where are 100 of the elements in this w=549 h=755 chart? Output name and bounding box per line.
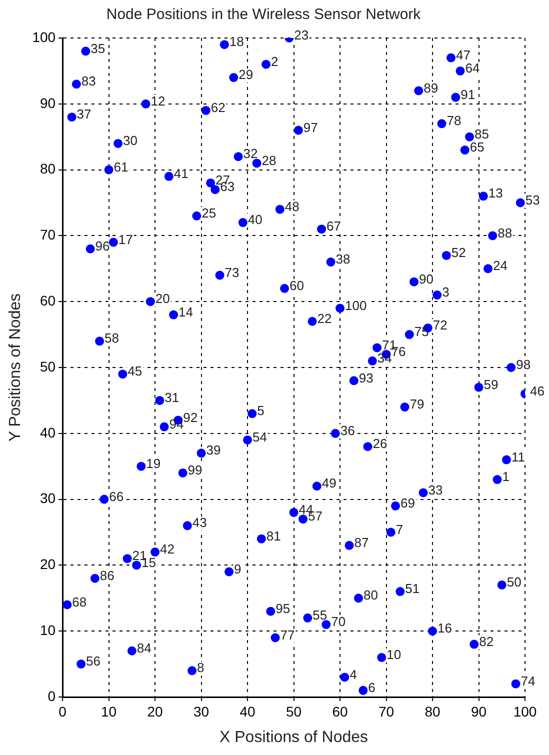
annotation: 75: [414, 324, 429, 340]
x-tick-label: 30: [194, 703, 210, 720]
annotation: 90: [419, 271, 434, 286]
x-tick-label: 80: [424, 703, 441, 720]
annotation: 91: [460, 86, 476, 102]
x-tick-label: 70: [378, 703, 394, 720]
annotation: 59: [484, 376, 498, 392]
y-tick-label: 50: [40, 358, 56, 374]
annotation: 100: [345, 298, 367, 313]
annotation: 20: [155, 291, 170, 306]
annotation: 92: [183, 410, 198, 425]
annotation: 89: [424, 80, 438, 96]
annotation: 72: [432, 318, 448, 333]
annotation: 84: [136, 640, 152, 656]
annotation: 55: [312, 608, 328, 622]
annotation: 61: [114, 159, 128, 174]
annotation: 48: [284, 198, 300, 214]
y-tick-label: 30: [40, 490, 56, 506]
annotation: 83: [81, 74, 96, 89]
annotation: 66: [109, 488, 124, 504]
annotation: 39: [206, 442, 221, 458]
x-tick-label: 40: [240, 703, 256, 720]
annotation: 7: [396, 522, 404, 537]
annotation: 95: [276, 600, 290, 616]
annotation: 46: [530, 383, 544, 398]
annotation: 42: [160, 542, 175, 557]
annotation: 18: [229, 34, 244, 50]
y-tick-label: 100: [32, 28, 56, 45]
annotation: 9: [234, 561, 242, 576]
annotation: 58: [104, 330, 120, 346]
annotation: 25: [202, 206, 216, 221]
annotation: 26: [372, 436, 388, 452]
annotation: 47: [456, 47, 470, 62]
annotation: 51: [405, 581, 420, 596]
y-tick-label: 70: [40, 226, 56, 243]
y-tick-label: 90: [40, 94, 56, 111]
annotation: 41: [174, 166, 188, 181]
annotation: 52: [451, 245, 466, 260]
chart-title: Node Positions in the Wireless Sensor Network: [106, 6, 422, 24]
annotation: 6: [368, 680, 376, 695]
annotation: 88: [498, 225, 512, 240]
annotation: 82: [479, 634, 494, 649]
annotation: 5: [257, 403, 264, 418]
annotation: 38: [336, 252, 350, 267]
annotation: 50: [506, 574, 522, 590]
annotation: 60: [290, 278, 304, 293]
y-tick-label: 60: [40, 292, 56, 308]
annotation: 54: [252, 430, 268, 445]
annotation: 77: [280, 627, 295, 642]
annotation: 79: [410, 396, 424, 412]
annotation: 19: [146, 456, 161, 471]
annotation: 98: [516, 357, 531, 372]
x-tick-label: 10: [101, 703, 117, 720]
annotation: 67: [326, 218, 341, 234]
annotation: 29: [238, 67, 254, 82]
annotation: 37: [76, 106, 92, 122]
annotation: 86: [100, 568, 114, 583]
annotation: 2: [271, 54, 278, 69]
x-tick-label: 90: [470, 703, 487, 720]
annotation: 73: [224, 264, 240, 280]
annotation: 36: [340, 422, 355, 438]
y-axis-title: Y Positions of Nodes: [7, 293, 24, 442]
annotation: 97: [303, 120, 318, 135]
annotation: 70: [331, 614, 346, 630]
annotation: 32: [243, 146, 258, 162]
annotation: 8: [197, 660, 204, 676]
annotation: 96: [95, 238, 110, 254]
annotation: 4: [350, 666, 357, 682]
annotation: 16: [438, 620, 452, 636]
annotation: 33: [428, 482, 443, 498]
y-tick-label: 40: [40, 424, 56, 440]
annotation: 65: [470, 140, 484, 155]
annotation: 53: [525, 192, 540, 208]
annotation: 24: [493, 258, 508, 274]
annotation: 68: [72, 594, 87, 610]
x-tick-label: 0: [58, 703, 67, 720]
y-tick-label: 10: [40, 622, 56, 638]
annotation: 1: [502, 469, 510, 484]
annotation: 28: [262, 152, 276, 168]
annotation: 99: [188, 462, 202, 478]
annotation: 74: [520, 673, 536, 688]
annotation: 22: [317, 310, 332, 326]
annotation: 10: [386, 647, 402, 662]
annotation: 78: [446, 113, 462, 128]
annotation: 45: [128, 364, 142, 379]
annotation: 81: [266, 528, 281, 544]
y-tick-label: 20: [40, 556, 56, 572]
y-tick-label: 0: [48, 688, 56, 704]
annotation: 49: [322, 476, 336, 491]
annotation: 23: [294, 28, 309, 43]
annotation: 14: [178, 304, 194, 320]
annotation: 13: [488, 186, 503, 201]
annotation: 12: [150, 93, 166, 108]
annotation: 30: [123, 133, 138, 148]
x-tick-label: 20: [147, 703, 164, 720]
annotation: 3: [442, 284, 450, 300]
annotation: 40: [248, 212, 262, 228]
annotation: 64: [465, 60, 480, 76]
annotation: 87: [354, 535, 369, 550]
annotation: 17: [118, 232, 133, 247]
